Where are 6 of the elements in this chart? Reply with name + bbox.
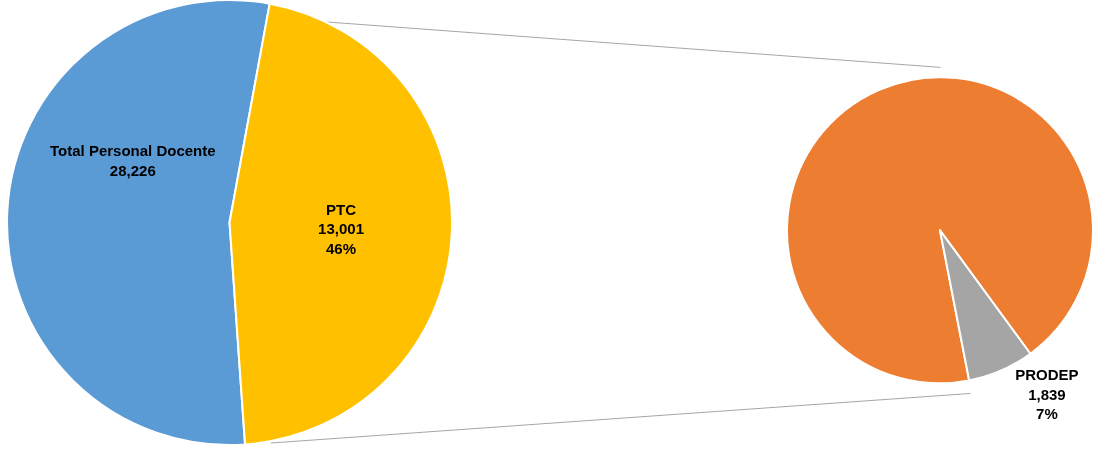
slice-label: PTC: [326, 200, 357, 218]
pie-slice: [786, 76, 1094, 385]
data-label: 1,839 7%: [1028, 385, 1066, 423]
slice-label: PRODEP: [1015, 366, 1079, 384]
text: Total Personal Docente 28,226: [50, 142, 216, 179]
data-label: 13,001 46%: [318, 220, 364, 257]
